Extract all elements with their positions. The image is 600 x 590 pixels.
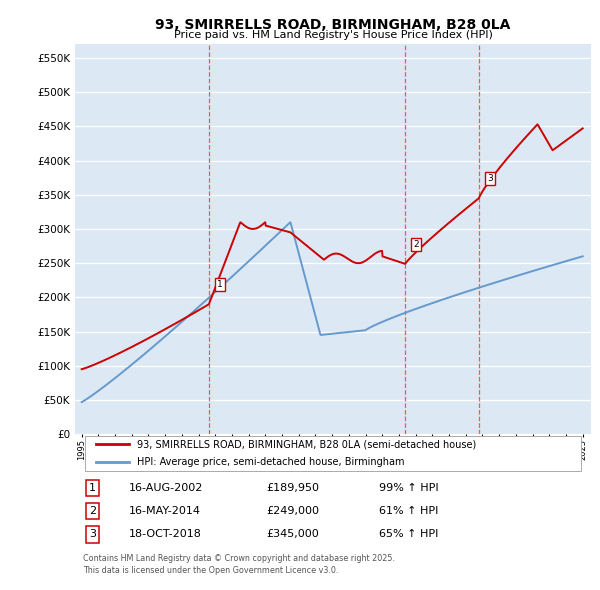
Text: 3: 3 bbox=[89, 529, 96, 539]
Text: £189,950: £189,950 bbox=[266, 483, 319, 493]
Text: 93, SMIRRELLS ROAD, BIRMINGHAM, B28 0LA: 93, SMIRRELLS ROAD, BIRMINGHAM, B28 0LA bbox=[155, 18, 511, 32]
Text: 61% ↑ HPI: 61% ↑ HPI bbox=[379, 506, 439, 516]
Text: 1: 1 bbox=[217, 280, 223, 289]
Text: £249,000: £249,000 bbox=[266, 506, 319, 516]
Text: 16-MAY-2014: 16-MAY-2014 bbox=[129, 506, 201, 516]
Text: HPI: Average price, semi-detached house, Birmingham: HPI: Average price, semi-detached house,… bbox=[137, 457, 404, 467]
Text: 2: 2 bbox=[89, 506, 96, 516]
Text: Price paid vs. HM Land Registry's House Price Index (HPI): Price paid vs. HM Land Registry's House … bbox=[173, 31, 493, 40]
Text: Contains HM Land Registry data © Crown copyright and database right 2025.
This d: Contains HM Land Registry data © Crown c… bbox=[83, 554, 395, 575]
Text: 2: 2 bbox=[413, 240, 419, 249]
Text: 1: 1 bbox=[89, 483, 96, 493]
FancyBboxPatch shape bbox=[85, 435, 581, 470]
Text: 93, SMIRRELLS ROAD, BIRMINGHAM, B28 0LA (semi-detached house): 93, SMIRRELLS ROAD, BIRMINGHAM, B28 0LA … bbox=[137, 440, 476, 450]
Text: 16-AUG-2002: 16-AUG-2002 bbox=[129, 483, 203, 493]
Text: 65% ↑ HPI: 65% ↑ HPI bbox=[379, 529, 439, 539]
Text: 18-OCT-2018: 18-OCT-2018 bbox=[129, 529, 202, 539]
Text: 3: 3 bbox=[487, 174, 493, 183]
Text: 99% ↑ HPI: 99% ↑ HPI bbox=[379, 483, 439, 493]
Text: £345,000: £345,000 bbox=[266, 529, 319, 539]
